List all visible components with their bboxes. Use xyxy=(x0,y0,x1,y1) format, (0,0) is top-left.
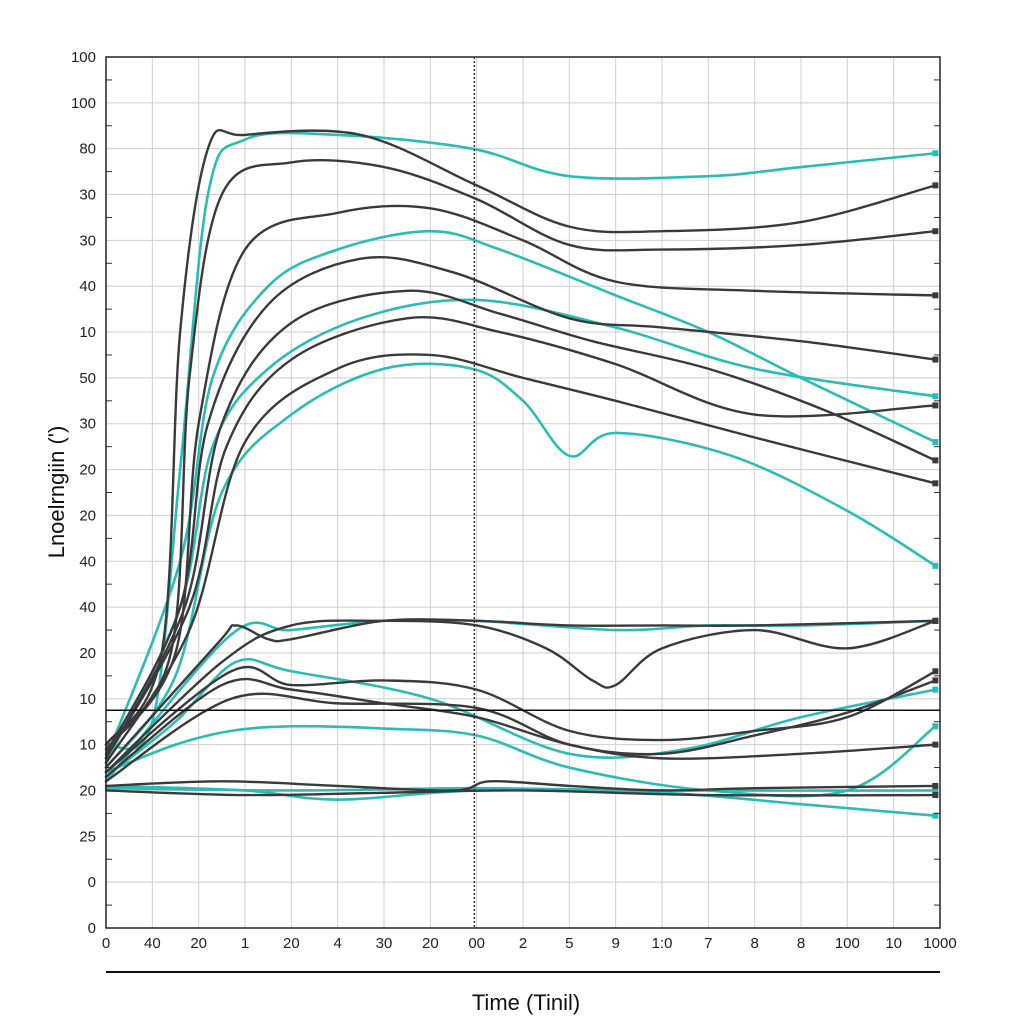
series-line-dark-20 xyxy=(104,677,937,778)
y-tick-label: 20 xyxy=(79,782,96,799)
y-tick-label: 10 xyxy=(79,737,96,754)
series-group xyxy=(104,129,939,819)
series-end-marker-5 xyxy=(932,686,939,693)
x-tick-label: 20 xyxy=(190,935,207,952)
series-end-marker-10 xyxy=(932,182,939,189)
series-line-teal-3 xyxy=(104,298,937,765)
series-line-teal-2 xyxy=(104,229,937,760)
series-line-dark-15 xyxy=(104,316,937,760)
series-end-marker-22 xyxy=(932,782,939,789)
series-line-dark-18 xyxy=(104,619,937,774)
series-end-marker-2 xyxy=(932,439,939,446)
x-axis-label: Time (Tinil) xyxy=(472,990,580,1015)
series-line-dark-23 xyxy=(104,789,937,797)
series-end-marker-8 xyxy=(932,812,939,819)
series-end-marker-20 xyxy=(932,741,939,748)
series-line-dark-13 xyxy=(104,255,937,755)
series-end-marker-15 xyxy=(932,402,939,409)
x-tick-labels: 0 40 20 1 20 4 30 20 00 2 5 9 1:0 7 8 8 100 10 1000 xyxy=(102,935,957,952)
series-end-marker-7 xyxy=(932,723,939,730)
x-tick-label: 20 xyxy=(283,935,300,952)
series-end-marker-13 xyxy=(932,356,939,363)
series-line-dark-14 xyxy=(104,289,937,760)
y-tick-label: 20 xyxy=(79,462,96,479)
x-tick-label: 40 xyxy=(144,935,161,952)
series-line-dark-17 xyxy=(104,618,937,769)
x-tick-label: 8 xyxy=(750,935,758,952)
y-tick-label: 0 xyxy=(88,920,96,937)
x-tick-label: 30 xyxy=(376,935,393,952)
x-tick-label: 10 xyxy=(885,935,902,952)
series-line-dark-16 xyxy=(104,353,937,765)
y-tick-label: 20 xyxy=(79,645,96,662)
y-tick-label: 40 xyxy=(79,553,96,570)
series-line-dark-10 xyxy=(104,129,937,746)
series-end-marker-21 xyxy=(932,677,939,684)
y-tick-label: 80 xyxy=(79,141,96,158)
series-line-dark-22 xyxy=(104,780,937,792)
y-tick-label: 30 xyxy=(79,416,96,433)
series-end-marker-18 xyxy=(932,617,939,624)
y-tick-label: 0 xyxy=(88,874,96,891)
y-tick-label: 30 xyxy=(79,187,96,204)
y-tick-label: 40 xyxy=(79,278,96,295)
series-line-dark-11 xyxy=(104,159,937,746)
x-tick-label: 9 xyxy=(611,935,619,952)
series-end-marker-1 xyxy=(932,150,939,157)
series-line-teal-9 xyxy=(104,786,937,792)
series-end-marker-9 xyxy=(932,787,939,794)
y-tick-label: 50 xyxy=(79,370,96,387)
x-tick-label: 1000 xyxy=(923,935,956,952)
x-tick-label: 2 xyxy=(519,935,527,952)
x-tick-label: 0 xyxy=(102,935,110,952)
y-tick-label: 30 xyxy=(79,232,96,249)
series-line-teal-1 xyxy=(104,131,937,751)
y-tick-labels: 0 0 25 20 10 10 20 40 40 20 20 30 50 10 40 30 30 80 100 100 xyxy=(71,49,96,937)
series-line-teal-5 xyxy=(104,657,937,779)
series-end-marker-16 xyxy=(932,480,939,487)
plot-frame xyxy=(105,56,941,929)
x-tick-label: 5 xyxy=(565,935,573,952)
y-tick-label: 10 xyxy=(79,691,96,708)
y-tick-label: 25 xyxy=(79,828,96,845)
series-end-marker-14 xyxy=(932,457,939,464)
y-axis-label: Lnoelrngiin (') xyxy=(44,426,69,559)
series-line-dark-12 xyxy=(104,204,937,751)
x-tick-label: 8 xyxy=(797,935,805,952)
y-tick-label: 40 xyxy=(79,599,96,616)
series-end-marker-23 xyxy=(932,792,939,799)
y-tick-label: 100 xyxy=(71,95,96,112)
y-tick-label: 10 xyxy=(79,324,96,341)
x-tick-label: 7 xyxy=(704,935,712,952)
x-tick-label: 4 xyxy=(333,935,341,952)
series-end-marker-12 xyxy=(932,292,939,299)
series-end-marker-19 xyxy=(932,668,939,675)
series-line-teal-6 xyxy=(104,618,937,783)
x-tick-label: 100 xyxy=(835,935,860,952)
axes xyxy=(105,56,941,929)
x-tick-label: 1:0 xyxy=(652,935,673,952)
x-tick-label: 20 xyxy=(422,935,439,952)
series-end-marker-11 xyxy=(932,228,939,235)
series-line-teal-4 xyxy=(104,362,937,769)
series-end-marker-4 xyxy=(932,562,939,569)
y-tick-label: 100 xyxy=(71,49,96,66)
series-line-dark-21 xyxy=(104,679,937,783)
y-tick-label: 20 xyxy=(79,507,96,524)
x-tick-label: 1 xyxy=(241,935,249,952)
series-end-marker-3 xyxy=(932,393,939,400)
x-tick-label: 00 xyxy=(468,935,485,952)
